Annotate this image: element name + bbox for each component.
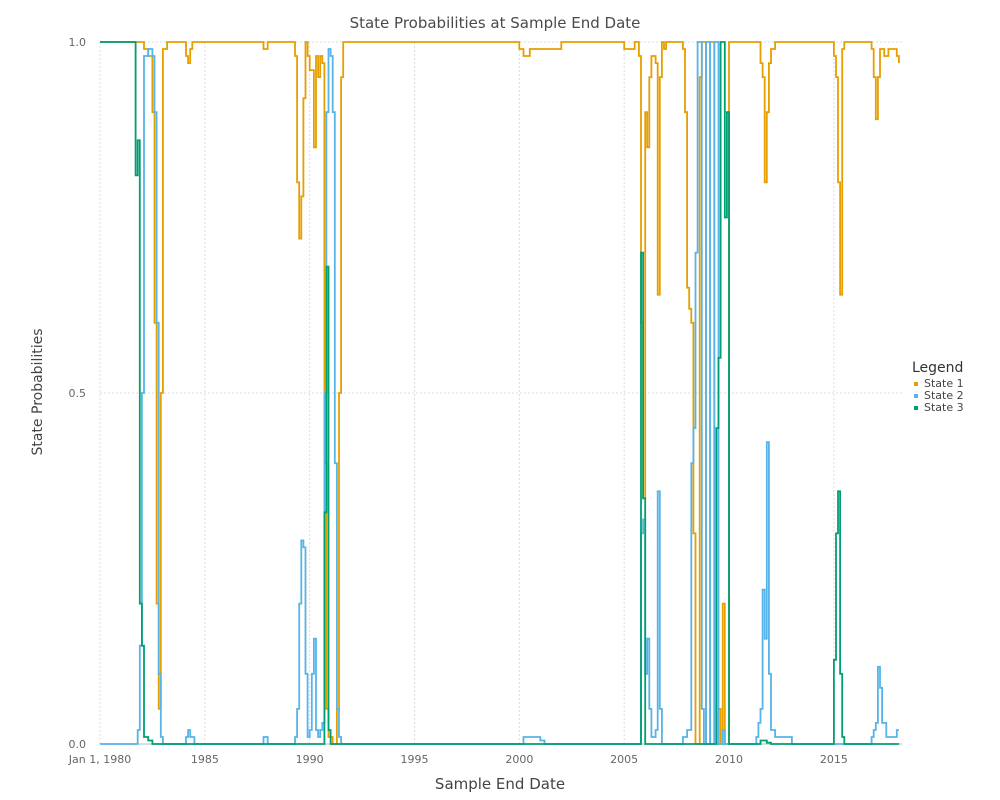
legend-title: Legend — [912, 360, 963, 376]
legend-label: State 1 — [924, 377, 964, 390]
x-tick-label: 2010 — [715, 753, 743, 766]
y-axis-ticks: 0.0 0.5 1.0 — [69, 36, 87, 751]
x-tick-label: 2015 — [820, 753, 848, 766]
series-line-state-2 — [100, 41, 899, 745]
legend-swatch — [914, 382, 918, 386]
x-axis-ticks: Jan 1, 1980 1985 1990 1995 2000 2005 2010 2015 — [68, 753, 848, 766]
x-tick-label: 2005 — [610, 753, 638, 766]
series-layer — [100, 41, 900, 745]
grid — [99, 41, 902, 745]
legend-swatch — [914, 394, 918, 398]
y-tick-label: 0.0 — [69, 738, 87, 751]
y-axis-title: State Probabilities — [30, 328, 46, 455]
x-axis-title: Sample End Date — [435, 775, 565, 793]
legend-swatch — [914, 406, 918, 410]
series-line-state-1 — [100, 41, 900, 745]
x-tick-label: Jan 1, 1980 — [68, 753, 131, 766]
legend-label: State 3 — [924, 401, 964, 414]
x-tick-label: 2000 — [505, 753, 533, 766]
y-tick-label: 0.5 — [69, 387, 87, 400]
y-tick-label: 1.0 — [69, 36, 87, 49]
x-tick-label: 1985 — [191, 753, 219, 766]
chart-title: State Probabilities at Sample End Date — [350, 14, 641, 32]
x-tick-label: 1995 — [401, 753, 429, 766]
x-tick-label: 1990 — [296, 753, 324, 766]
series-line-state-3 — [100, 41, 899, 745]
legend-label: State 2 — [924, 389, 964, 402]
